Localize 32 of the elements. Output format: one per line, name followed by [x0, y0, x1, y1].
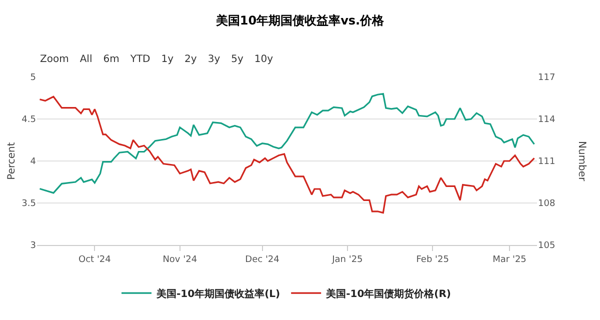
y2-tick-label: 108 [538, 199, 556, 210]
chart-title: 美国10年期国债收益率vs.价格 [214, 13, 386, 28]
x-tick-label: Mar '25 [492, 254, 526, 265]
text: 10y [253, 53, 274, 66]
y2-tick-label: 111 [538, 157, 556, 168]
y2-tick-label: 114 [538, 115, 556, 126]
y2-tick-label: 117 [538, 73, 556, 84]
text: YTD [129, 53, 152, 66]
text: 2y [184, 53, 198, 66]
x-tick-label: Oct '24 [78, 254, 112, 265]
line-series [38, 93, 536, 194]
y2-tick-label: 105 [538, 241, 556, 252]
y2-axis-title: Number [576, 141, 587, 182]
y-tick-label: 3 [30, 241, 36, 252]
x-tick-label: Feb '25 [416, 254, 449, 265]
x-tick-label: Nov '24 [162, 254, 198, 265]
text: 6m [102, 53, 120, 66]
line-series [38, 96, 536, 214]
y-tick-label: 4 [30, 157, 36, 168]
text: All [78, 53, 94, 66]
text: Zoom [39, 53, 70, 66]
text: 1y [160, 53, 175, 66]
legend-label: 美国-10年国债期货价格(R) [325, 288, 452, 300]
y-axis-title: Percent [6, 142, 18, 180]
text: 5y [230, 53, 244, 66]
legend-label: 美国-10年期国债收益率(L) [156, 288, 280, 300]
y-tick-label: 4.5 [22, 115, 36, 126]
x-tick-label: Jan '25 [331, 254, 363, 265]
text: 3y [206, 53, 222, 66]
y-tick-label: 3.5 [22, 199, 36, 210]
x-tick-label: Dec '24 [245, 254, 280, 265]
y-tick-label: 5 [30, 73, 36, 84]
